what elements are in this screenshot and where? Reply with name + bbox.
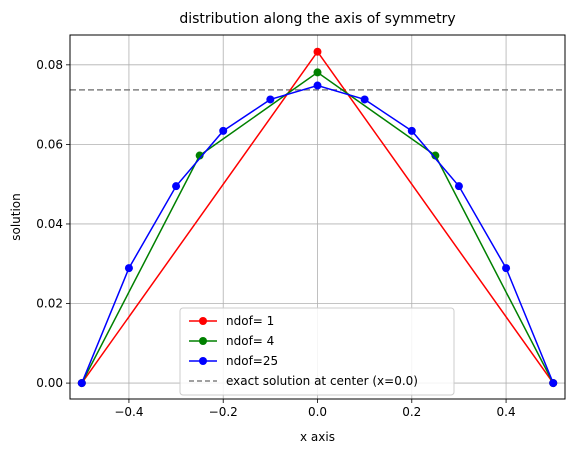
data-point [549, 379, 558, 388]
y-axis-title: solution [9, 193, 23, 241]
legend-entry: ndof=25 [189, 354, 278, 368]
legend-label: ndof= 4 [226, 334, 274, 348]
legend-label: ndof= 1 [226, 314, 274, 328]
y-tick-label: 0.08 [36, 58, 63, 72]
data-point [313, 47, 322, 56]
y-tick-label: 0.04 [36, 217, 63, 231]
legend-entry: ndof= 4 [189, 334, 274, 348]
data-point [124, 264, 133, 273]
legend-swatch-marker [199, 317, 207, 325]
data-point [266, 95, 275, 104]
data-point [502, 264, 511, 273]
data-point [313, 68, 322, 77]
legend: ndof= 1 ndof= 4 ndof=25 exact solution at c… [179, 307, 455, 396]
x-tick-label: 0.4 [497, 405, 516, 419]
legend-swatch-marker [199, 357, 207, 365]
y-tick-label: 0.00 [36, 376, 63, 390]
y-tick-label: 0.06 [36, 137, 63, 151]
x-tick-label: 0.2 [402, 405, 421, 419]
legend-entry: ndof= 1 [189, 314, 274, 328]
legend-label: exact solution at center (x=0.0) [226, 374, 418, 388]
data-point [219, 126, 228, 135]
legend-box [179, 307, 455, 396]
y-tick-label: 0.02 [36, 297, 63, 311]
x-axis-title: x axis [300, 430, 335, 444]
data-point [454, 182, 463, 191]
legend-label: ndof=25 [226, 354, 278, 368]
x-tick-label: 0.0 [308, 405, 327, 419]
chart-title: distribution along the axis of symmetry [179, 11, 455, 27]
data-point [431, 151, 440, 160]
ticks: −0.4 −0.2 0.0 0.2 0.4 0.00 0.02 0.04 0.06 0.08 [36, 58, 515, 419]
legend-entry: exact solution at center (x=0.0) [189, 374, 418, 388]
series-layer [77, 47, 558, 388]
data-point [172, 182, 181, 191]
data-point [360, 95, 369, 104]
x-tick-label: −0.4 [114, 405, 143, 419]
data-point [313, 81, 322, 90]
data-point [195, 151, 204, 160]
x-tick-label: −0.2 [209, 405, 238, 419]
legend-swatch-marker [199, 337, 207, 345]
series-3 [77, 81, 558, 388]
data-point [407, 126, 416, 135]
data-point [77, 379, 86, 388]
